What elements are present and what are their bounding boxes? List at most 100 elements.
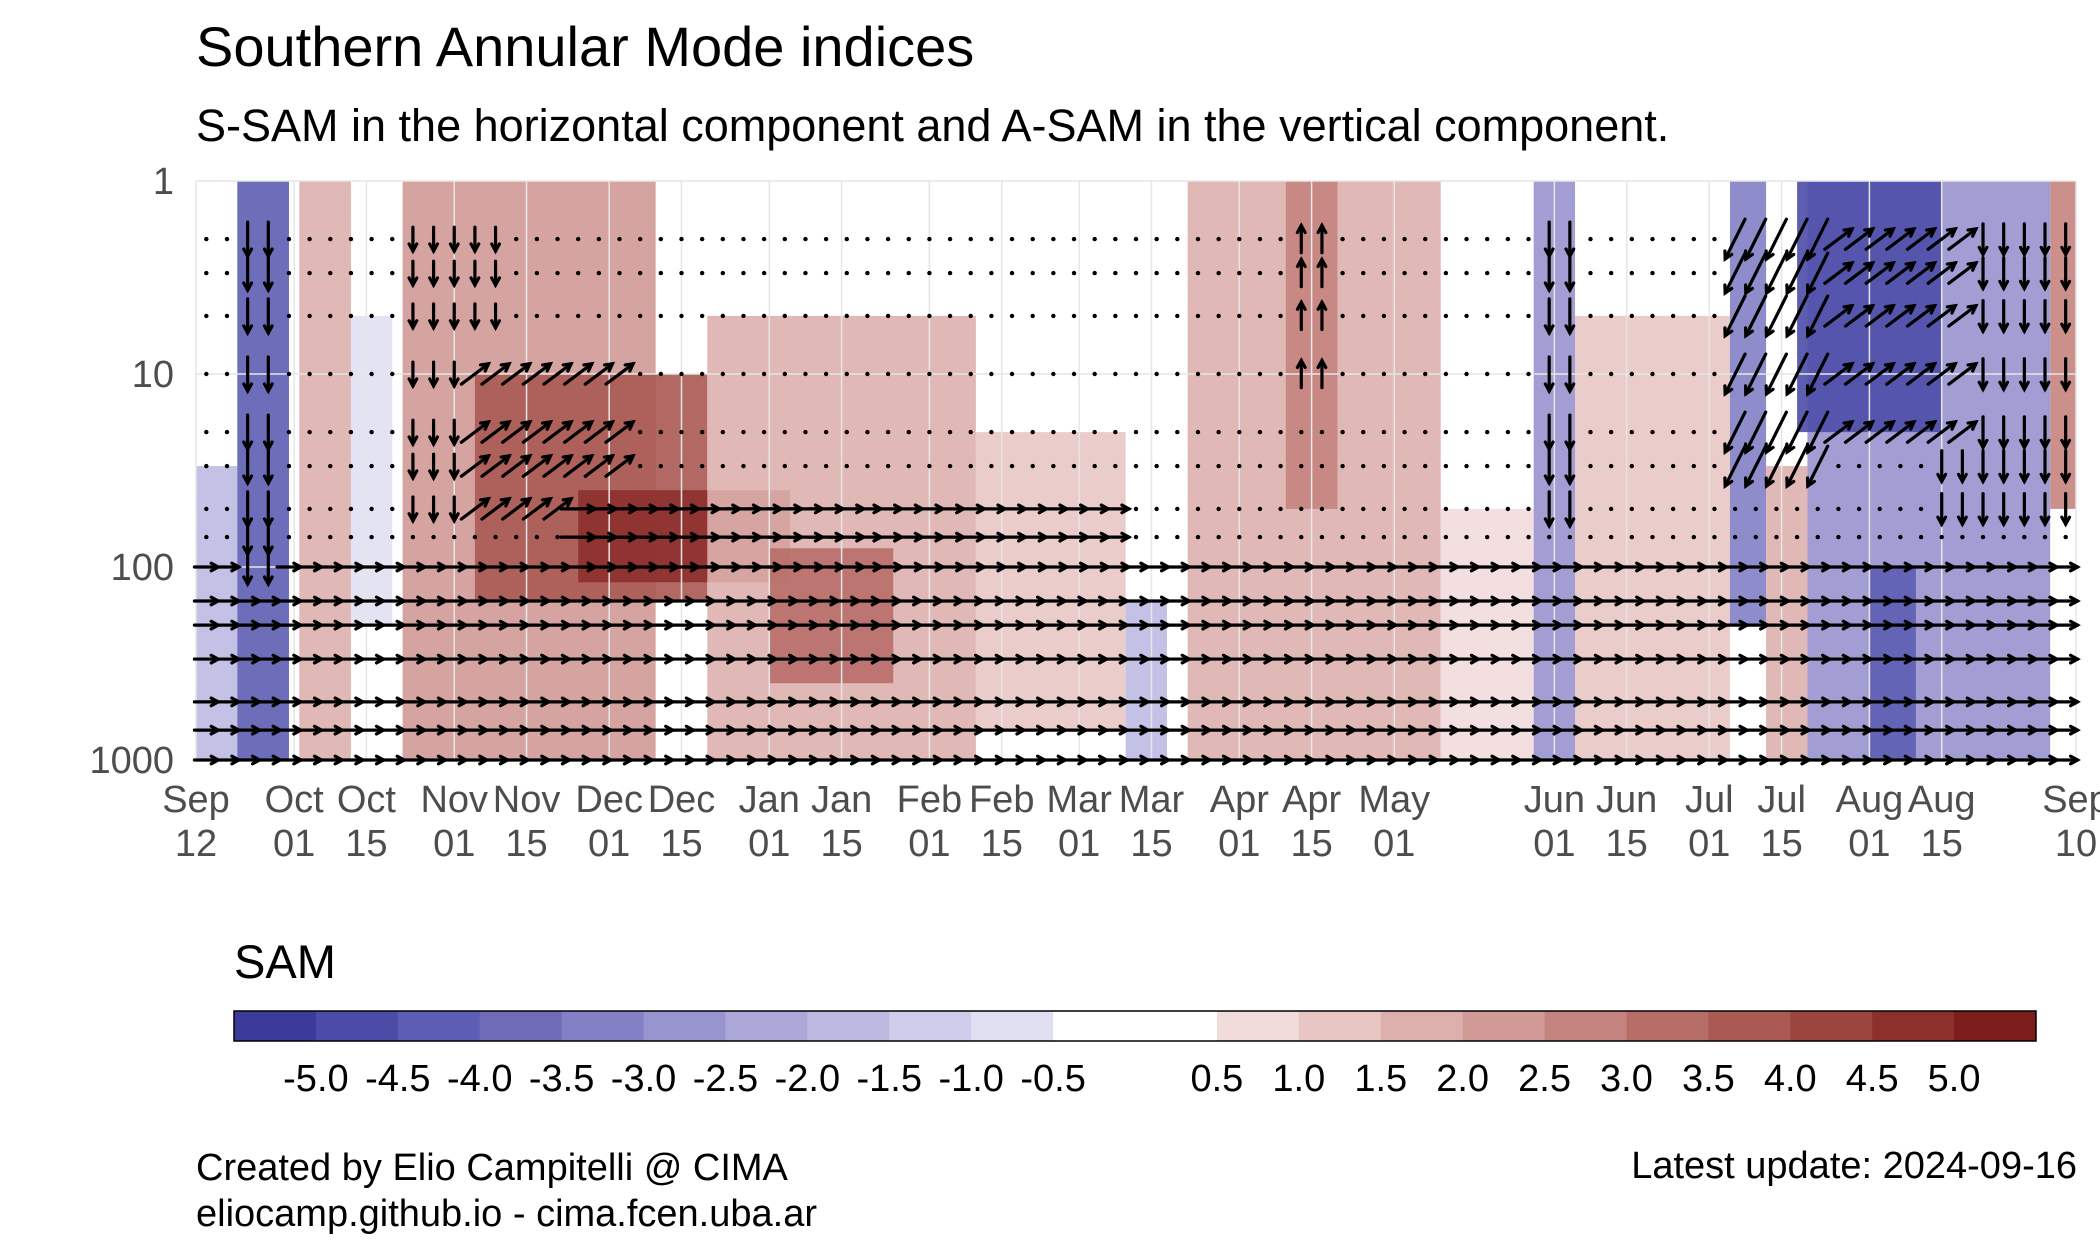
vector-dot [1402, 463, 1407, 469]
vector-dot [1237, 371, 1242, 377]
vector-head [520, 419, 533, 431]
vector-arrow [1564, 355, 1576, 395]
vector-dot [679, 371, 684, 377]
vector-dot [1485, 429, 1490, 435]
vector-head [1945, 419, 1958, 431]
x-tick-label: Mar 15 [1119, 779, 1185, 865]
vector-arrow [407, 495, 419, 525]
vector-head [448, 435, 460, 448]
vector-head [448, 512, 460, 525]
vector-head [1743, 249, 1755, 262]
vector-dot [328, 371, 333, 377]
vector-dot [1361, 463, 1366, 469]
vector-arrow [1977, 449, 1989, 485]
vector-dot [1670, 371, 1676, 377]
vector-arrow [1723, 444, 1747, 489]
vector-dot [927, 463, 932, 469]
vector-dot [1361, 534, 1366, 540]
vector-dot [1175, 236, 1180, 242]
vector-arrow [469, 302, 481, 332]
vector-head [448, 469, 460, 482]
vector-head [1842, 419, 1855, 431]
vector-arrow [2052, 561, 2081, 573]
vector-head [1723, 326, 1734, 339]
vector-head [1764, 384, 1775, 397]
vector-head [230, 561, 243, 573]
vector-dot [1774, 534, 1779, 540]
vector-head [1764, 249, 1775, 262]
vector-arrow [1864, 303, 1897, 328]
vector-head [561, 496, 574, 508]
vector-dot [823, 429, 829, 435]
vector-dot [1588, 534, 1593, 540]
vector-head [2068, 619, 2081, 631]
vector-arrow [2039, 357, 2051, 393]
vector-arrow [1977, 299, 1989, 335]
vector-head [2060, 472, 2072, 485]
vector-shaft [1723, 352, 1747, 396]
vector-dot [1629, 371, 1635, 377]
vector-arrow [604, 453, 636, 478]
vector-dot [906, 463, 911, 469]
vector-head [1956, 472, 1968, 485]
vector-dot [1608, 371, 1614, 377]
legend-swatch-10 [1053, 1011, 1218, 1041]
vector-shaft [1806, 251, 1830, 295]
vector-dot [658, 463, 664, 469]
vector-dot [307, 534, 312, 540]
vector-dot [1505, 371, 1511, 377]
vector-dot [348, 506, 354, 512]
sam-shade-3 [350, 315, 393, 626]
vector-dot [1464, 371, 1469, 377]
vector-head [1883, 260, 1897, 272]
vector-head [1925, 361, 1938, 373]
vector-shaft [1926, 304, 1957, 328]
vector-dot [741, 429, 746, 435]
vector-head [1543, 474, 1555, 487]
vector-arrow [1947, 361, 1979, 386]
vector-shaft [1744, 444, 1768, 488]
vector-head [1743, 384, 1755, 397]
vector-dot [1608, 534, 1614, 540]
vector-dot [1195, 270, 1201, 276]
vector-shaft [583, 420, 615, 444]
vector-dot [782, 371, 787, 377]
vector-shaft [1864, 261, 1895, 285]
vector-dot [1402, 506, 1407, 512]
vector-head [490, 242, 501, 255]
vector-dot [782, 429, 787, 435]
vector-arrow [1936, 492, 1948, 528]
y-tick-label: 1000 [89, 740, 174, 782]
vector-dot [1154, 429, 1159, 435]
vector-dot [782, 463, 787, 469]
vector-head [1743, 476, 1755, 489]
vector-head [1842, 226, 1855, 238]
vector-dot [1794, 534, 1800, 540]
vector-arrow [490, 225, 501, 255]
vector-dot [1216, 463, 1221, 469]
vector-shaft [1764, 217, 1788, 261]
legend-frame [233, 1010, 2037, 1042]
vector-dot [1918, 463, 1924, 469]
vector-arrow [242, 254, 254, 294]
vector-shaft [1723, 217, 1747, 261]
vector-dot [286, 463, 292, 469]
vector-shaft [562, 454, 594, 478]
vector-head [1764, 442, 1775, 455]
vector-arrow [1843, 361, 1876, 386]
vector-dot [307, 313, 312, 319]
vector-head [1805, 476, 1816, 489]
vector-dot [307, 429, 312, 435]
vector-arrow [2018, 256, 2030, 292]
x-tick-label: Aug 01 [1836, 779, 1904, 865]
vector-head [1863, 361, 1876, 373]
vector-head [1543, 281, 1555, 294]
vector-dot [1175, 371, 1180, 377]
vector-arrow [407, 225, 419, 255]
vector-dot [1216, 270, 1221, 276]
vector-head [478, 496, 492, 508]
vector-arrow [1723, 217, 1747, 262]
vector-head [520, 496, 533, 508]
vector-dot [803, 463, 808, 469]
vector-head [540, 361, 554, 373]
